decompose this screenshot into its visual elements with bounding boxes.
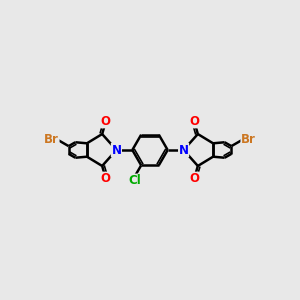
Text: O: O (189, 172, 199, 185)
Text: N: N (111, 143, 122, 157)
Text: Br: Br (241, 133, 256, 146)
Text: O: O (101, 172, 111, 185)
Text: O: O (101, 115, 111, 128)
Text: Cl: Cl (128, 174, 141, 187)
Text: O: O (189, 115, 199, 128)
Text: Br: Br (44, 133, 59, 146)
Text: N: N (178, 143, 189, 157)
